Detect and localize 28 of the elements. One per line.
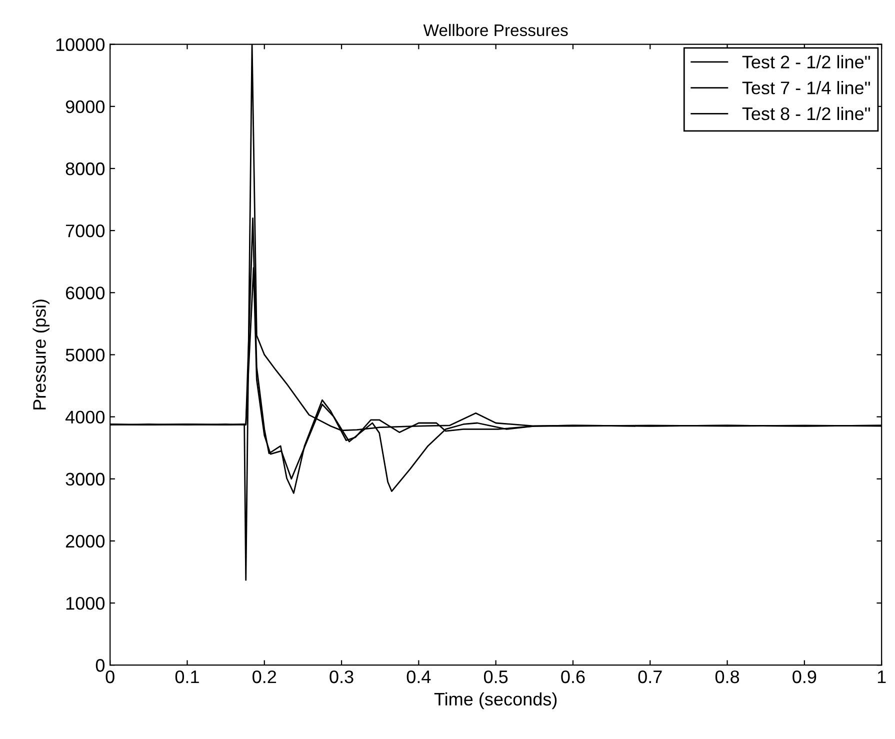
x-tick-label: 0.9 (792, 670, 816, 684)
x-tick-label: 0.8 (715, 670, 740, 684)
chart-title: Wellbore Pressures (423, 24, 568, 36)
x-tick-label: 0.4 (406, 670, 431, 684)
y-tick-label: 5000 (66, 348, 105, 362)
legend-label: Test 7 - 1/4 line" (742, 81, 870, 94)
y-tick-label: 4000 (65, 410, 105, 424)
x-tick-label: 0.7 (638, 670, 662, 684)
y-tick-label: 0 (96, 659, 105, 672)
y-tick-label: 2000 (66, 534, 105, 548)
y-tick-label: 3000 (66, 472, 105, 486)
x-tick-label: 0.6 (561, 670, 585, 684)
y-axis-title: Pressure (psi) (32, 300, 50, 410)
x-tick-label: 0.5 (484, 670, 508, 684)
y-tick-label: 9000 (66, 100, 105, 114)
y-tick-label: 10000 (56, 38, 105, 52)
x-tick-label: 0.1 (175, 670, 199, 684)
y-tick-label: 8000 (66, 162, 105, 176)
x-tick-label: 0.2 (252, 670, 276, 684)
x-tick-label: 1 (878, 670, 886, 684)
x-tick-label: 0.3 (330, 670, 354, 684)
y-tick-label: 6000 (66, 286, 105, 300)
x-tick-label: 0 (106, 670, 114, 684)
legend-label: Test 8 - 1/2 line" (742, 106, 870, 120)
y-tick-label: 1000 (66, 596, 105, 610)
y-tick-label: 7000 (66, 224, 105, 238)
x-axis-title: Time (seconds) (434, 692, 557, 710)
legend-label: Test 2 - 1/2 line" (742, 55, 870, 68)
